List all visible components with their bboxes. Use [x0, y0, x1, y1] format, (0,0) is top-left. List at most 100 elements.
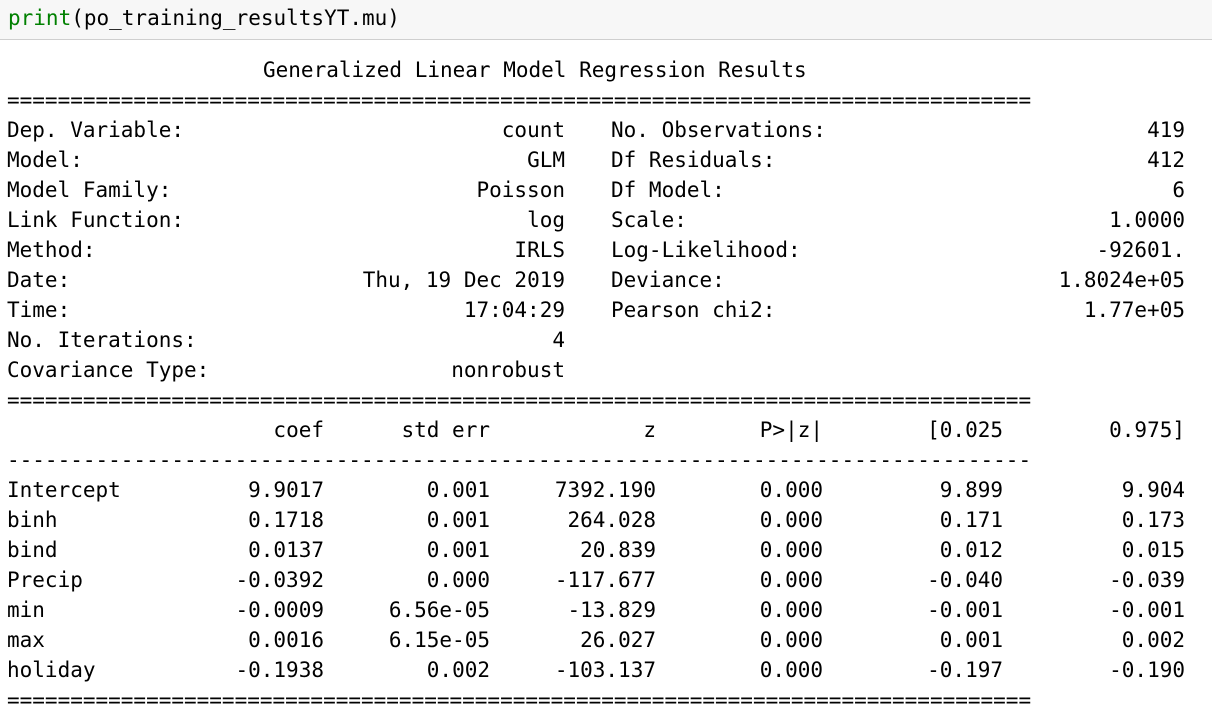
info-left-label: Date:: [7, 268, 71, 292]
info-right-label: Scale:: [611, 208, 687, 232]
info-right-value: 412: [1147, 148, 1185, 172]
coef-table-body: Intercept 9.9017 0.001 7392.190 0.000 9.899 9.…: [7, 475, 1207, 685]
coef-cell: 26.027: [580, 628, 656, 652]
coef-cell: -0.039: [1109, 568, 1185, 592]
info-right-label: Pearson chi2:: [611, 298, 776, 322]
coef-row-name: bind: [7, 538, 58, 562]
coef-row-name: binh: [7, 508, 58, 532]
coef-cell: 0.001: [426, 508, 490, 532]
coef-header-row: coef std err z P>|z| [0.025 0.975]: [7, 415, 1207, 445]
coef-row-name: max: [7, 628, 45, 652]
info-right-value: 1.77e+05: [1083, 298, 1185, 322]
coef-row-name: min: [7, 598, 45, 622]
coef-cell: 0.171: [939, 508, 1003, 532]
coef-header-cell: z: [643, 418, 656, 442]
coef-cell: 0.173: [1121, 508, 1185, 532]
info-left-value: 4: [552, 328, 565, 352]
coef-cell: 0.002: [1121, 628, 1185, 652]
coef-row-name: Precip: [7, 568, 83, 592]
info-left-value: IRLS: [514, 238, 565, 262]
info-right-label: No. Observations:: [611, 118, 826, 142]
info-right-value: 1.0000: [1109, 208, 1185, 232]
coef-cell: 0.0016: [248, 628, 324, 652]
coef-cell: -13.829: [567, 598, 656, 622]
info-left-label: Covariance Type:: [7, 358, 210, 382]
info-left-value: Thu, 19 Dec 2019: [362, 268, 565, 292]
coef-cell: 0.000: [759, 508, 823, 532]
rule-single: ----------------------------------------…: [7, 448, 1032, 472]
coef-row: bind 0.0137 0.001 20.839 0.000 0.012 0.015: [7, 535, 1207, 565]
coef-cell: 0.001: [939, 628, 1003, 652]
coef-cell: -117.677: [554, 568, 656, 592]
coef-cell: 9.904: [1121, 478, 1185, 502]
info-left-value: nonrobust: [451, 358, 565, 382]
coef-cell: 20.839: [580, 538, 656, 562]
info-right-value: 419: [1147, 118, 1185, 142]
info-row: Link Function: log Scale: 1.0000: [7, 205, 1207, 235]
coef-row: max 0.0016 6.15e-05 26.027 0.000 0.001 0.002: [7, 625, 1207, 655]
info-right-label: Log-Likelihood:: [611, 238, 801, 262]
coef-row-name: holiday: [7, 658, 96, 682]
info-left-value: GLM: [527, 148, 565, 172]
coef-cell: 0.000: [759, 478, 823, 502]
info-left-label: Dep. Variable:: [7, 118, 185, 142]
coef-cell: -0.001: [1109, 598, 1185, 622]
coef-cell: 0.012: [939, 538, 1003, 562]
coef-cell: 0.001: [426, 478, 490, 502]
info-left-value: 17:04:29: [463, 298, 565, 322]
coef-row: Precip -0.0392 0.000 -117.677 0.000 -0.040 -0.…: [7, 565, 1207, 595]
coef-cell: 7392.190: [554, 478, 656, 502]
coef-cell: 0.0137: [248, 538, 324, 562]
code-args: (po_training_resultsYT.mu): [71, 6, 400, 30]
info-right-label: Df Residuals:: [611, 148, 776, 172]
coef-header-cell: P>|z|: [759, 418, 823, 442]
info-right-value: 6: [1172, 178, 1185, 202]
coef-row: binh 0.1718 0.001 264.028 0.000 0.171 0.173: [7, 505, 1207, 535]
coef-cell: -0.190: [1109, 658, 1185, 682]
info-left-value: log: [527, 208, 565, 232]
coef-cell: -103.137: [554, 658, 656, 682]
coef-cell: 6.56e-05: [388, 598, 490, 622]
coef-cell: -0.1938: [235, 658, 324, 682]
rule-double-bottom: ========================================…: [7, 688, 1032, 712]
code-input-cell[interactable]: print(po_training_resultsYT.mu): [0, 0, 1212, 40]
info-left-label: Method:: [7, 238, 96, 262]
info-row: Method: IRLS Log-Likelihood: -92601.: [7, 235, 1207, 265]
rule-double-mid: ========================================…: [7, 388, 1032, 412]
info-left-label: Link Function:: [7, 208, 185, 232]
info-row: Model: GLM Df Residuals: 412: [7, 145, 1207, 175]
code-builtin-print: print: [8, 6, 72, 30]
coef-cell: 9.9017: [248, 478, 324, 502]
coef-cell: 0.000: [759, 568, 823, 592]
info-left-label: Model Family:: [7, 178, 172, 202]
code-line[interactable]: print(po_training_resultsYT.mu): [8, 5, 400, 31]
rule-double-top: ========================================…: [7, 88, 1032, 112]
coef-cell: 0.000: [759, 628, 823, 652]
info-right-label: Df Model:: [611, 178, 725, 202]
coef-cell: 264.028: [567, 508, 656, 532]
coef-cell: 6.15e-05: [388, 628, 490, 652]
coef-cell: -0.040: [927, 568, 1003, 592]
coef-cell: 0.001: [426, 538, 490, 562]
info-row: Date: Thu, 19 Dec 2019 Deviance: 1.8024e+05: [7, 265, 1207, 295]
coef-cell: 0.1718: [248, 508, 324, 532]
info-row: Model Family: Poisson Df Model: 6: [7, 175, 1207, 205]
info-row: Time: 17:04:29 Pearson chi2: 1.77e+05: [7, 295, 1207, 325]
coef-header-cell: [0.025: [927, 418, 1003, 442]
coef-cell: -0.0009: [235, 598, 324, 622]
coef-cell: -0.001: [927, 598, 1003, 622]
coef-cell: 0.002: [426, 658, 490, 682]
coef-header-cell: 0.975]: [1109, 418, 1185, 442]
info-right-value: -92601.: [1096, 238, 1185, 262]
coef-cell: 0.000: [426, 568, 490, 592]
coef-row: min -0.0009 6.56e-05 -13.829 0.000 -0.001 -0.0…: [7, 595, 1207, 625]
coef-cell: 0.000: [759, 658, 823, 682]
coef-cell: 9.899: [939, 478, 1003, 502]
info-left-label: No. Iterations:: [7, 328, 197, 352]
coef-cell: 0.015: [1121, 538, 1185, 562]
info-left-value: count: [501, 118, 565, 142]
info-row: Covariance Type: nonrobust: [7, 355, 1207, 385]
summary-output: Generalized Linear Model Regression Resu…: [7, 55, 1207, 715]
info-right-label: Deviance:: [611, 268, 725, 292]
coef-cell: 0.000: [759, 538, 823, 562]
